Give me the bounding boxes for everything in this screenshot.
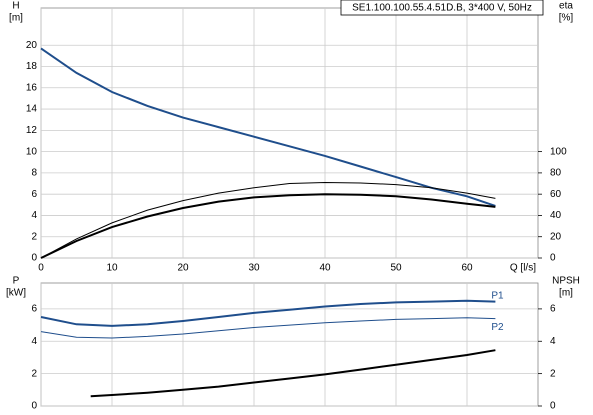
y-tick-label: 4 xyxy=(31,336,37,347)
y-tick-label: 0 xyxy=(31,253,37,264)
y-axis-label: H xyxy=(12,1,19,12)
x-tick-label: 20 xyxy=(177,263,189,274)
series-line xyxy=(40,193,496,259)
y-tick-label: 10 xyxy=(26,146,38,157)
y-tick-label: 8 xyxy=(31,168,37,179)
series-line xyxy=(90,349,496,398)
y-tick-label: 6 xyxy=(31,189,37,200)
y-tick-label: 2 xyxy=(31,231,37,242)
series-line xyxy=(40,47,496,207)
x-tick-label: 40 xyxy=(319,263,331,274)
y2-tick-label: 6 xyxy=(550,304,556,315)
series-label: P2 xyxy=(491,322,504,333)
y-tick-label: 12 xyxy=(26,125,38,136)
y-axis-unit: [m] xyxy=(9,13,23,24)
y2-axis-unit: [%] xyxy=(559,13,574,24)
y-tick-label: 20 xyxy=(26,40,38,51)
y2-tick-label: 0 xyxy=(550,401,556,412)
y-tick-label: 0 xyxy=(31,401,37,412)
y-tick-label: 14 xyxy=(26,104,38,115)
y2-axis-unit: [m] xyxy=(559,288,573,299)
x-tick-label: 50 xyxy=(390,263,402,274)
x-tick-label: 10 xyxy=(106,263,118,274)
y-tick-label: 18 xyxy=(26,61,38,72)
plot-area xyxy=(40,7,539,259)
y2-axis-label: eta xyxy=(559,1,573,12)
y2-tick-label: 60 xyxy=(550,189,562,200)
y-axis-label: P xyxy=(13,276,20,287)
y-tick-label: 16 xyxy=(26,82,38,93)
y-tick-label: 2 xyxy=(31,368,37,379)
plot-area xyxy=(40,282,539,407)
title-box xyxy=(340,0,544,16)
x-axis-label: Q [l/s] xyxy=(510,263,536,274)
y2-axis-label: NPSH xyxy=(552,276,580,287)
y-tick-label: 6 xyxy=(31,304,37,315)
series-line xyxy=(40,317,496,339)
y2-tick-label: 100 xyxy=(550,146,567,157)
chart-title: SE1.100.100.55.4.51D.B, 3*400 V, 50Hz xyxy=(352,3,532,14)
y-tick-label: 4 xyxy=(31,210,37,221)
y2-tick-label: 2 xyxy=(550,368,556,379)
x-tick-label: 30 xyxy=(248,263,260,274)
y2-tick-label: 40 xyxy=(550,210,562,221)
y2-tick-label: 20 xyxy=(550,231,562,242)
y-axis-unit: [kW] xyxy=(6,288,26,299)
x-tick-label: 0 xyxy=(38,263,44,274)
y2-tick-label: 0 xyxy=(550,253,556,264)
series-label: P1 xyxy=(491,290,504,301)
series-line xyxy=(40,181,496,259)
y2-tick-label: 4 xyxy=(550,336,556,347)
y2-tick-label: 80 xyxy=(550,168,562,179)
series-line xyxy=(40,299,496,327)
x-tick-label: 60 xyxy=(461,263,473,274)
